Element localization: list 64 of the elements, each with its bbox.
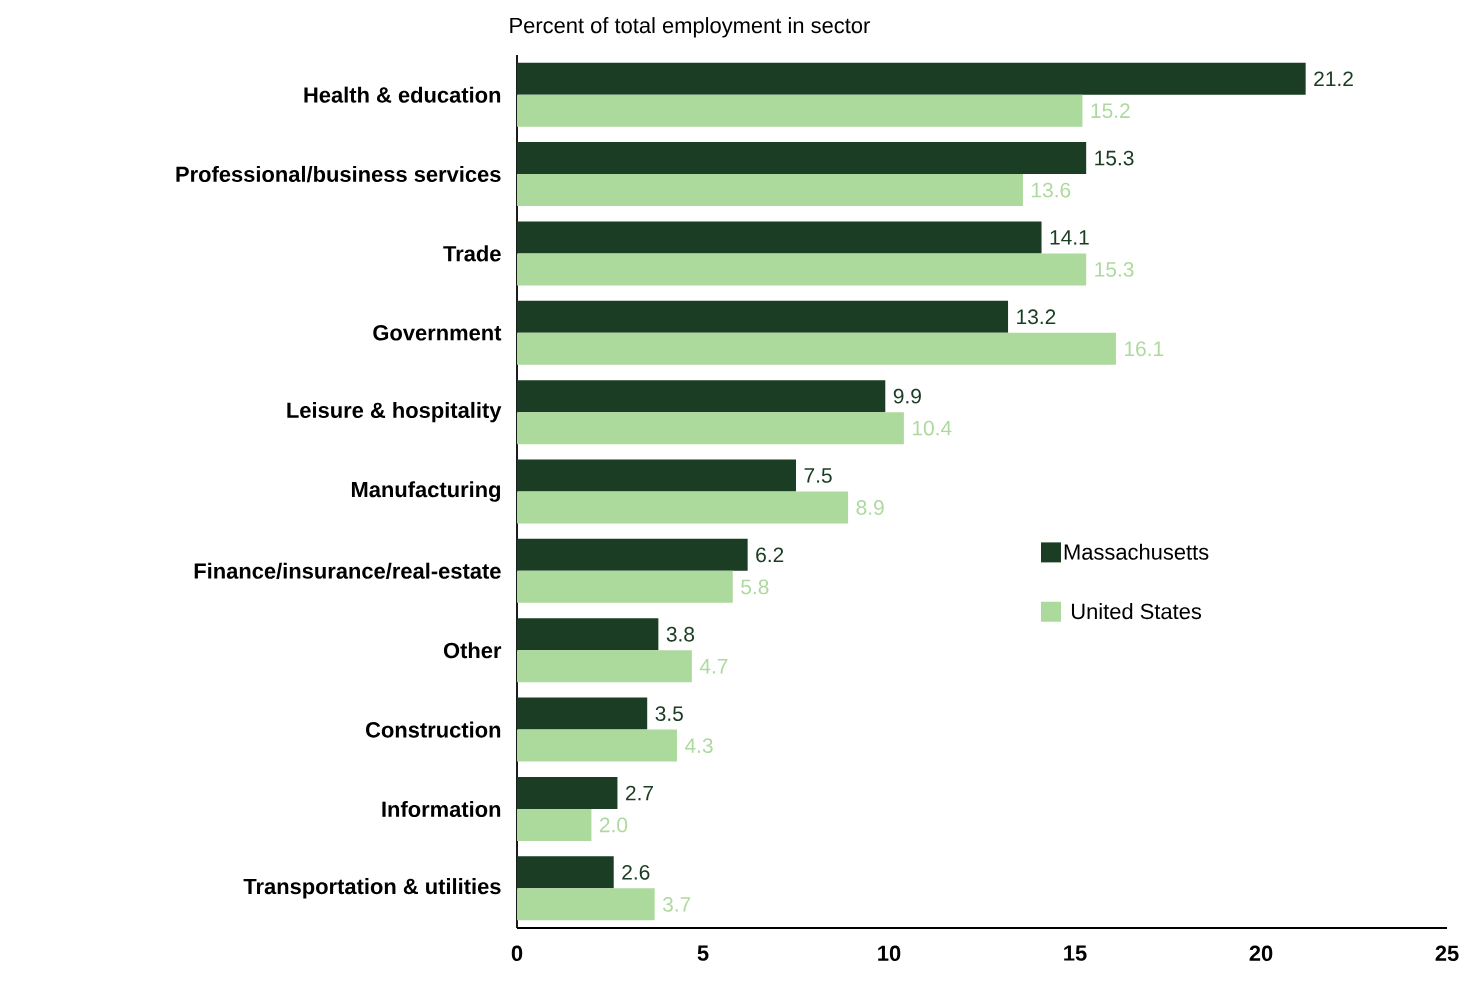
data-label: 8.9 — [856, 500, 884, 515]
data-label: 14.1 — [1050, 230, 1089, 245]
y-tick-label: Government — [373, 325, 502, 341]
bar — [517, 570, 733, 603]
data-label: 3.8 — [666, 626, 695, 642]
bar — [517, 618, 659, 651]
data-label: 13.2 — [1017, 309, 1056, 325]
data-label: 15.3 — [1095, 262, 1134, 277]
data-label: 9.9 — [893, 388, 921, 404]
chart-title: Percent of total employment in sector — [510, 17, 870, 38]
data-label: 5.8 — [741, 579, 769, 595]
data-label: 2.6 — [622, 864, 650, 880]
x-tick-label: 5 — [697, 945, 709, 961]
data-label: 6.2 — [756, 547, 784, 563]
bar — [517, 650, 692, 683]
data-label: 3.7 — [662, 896, 691, 912]
bar — [517, 697, 648, 730]
x-tick-label: 20 — [1249, 945, 1273, 962]
data-label: 21.2 — [1314, 71, 1353, 86]
data-label: 4.3 — [684, 738, 713, 754]
bar — [517, 142, 1087, 175]
y-tick-label: Information — [382, 800, 501, 818]
bar — [517, 729, 677, 762]
bar — [517, 412, 904, 445]
bar — [517, 538, 748, 571]
data-label: 2.7 — [626, 785, 653, 801]
y-tick-label: Construction — [366, 721, 501, 738]
bar — [517, 62, 1306, 95]
bar — [517, 300, 1009, 333]
data-label: 16.1 — [1125, 341, 1164, 357]
data-label: 2.0 — [599, 817, 628, 833]
legend-label: Massachusetts — [1064, 543, 1209, 560]
data-label: 15.2 — [1091, 103, 1130, 119]
legend-label: United States — [1071, 603, 1202, 620]
y-tick-label: Manufacturing — [351, 481, 501, 502]
y-tick-label: Transportation & utilities — [243, 878, 501, 899]
y-tick-label: Leisure & hospitality — [287, 401, 502, 423]
y-tick-label: Professional/business services — [176, 165, 501, 183]
x-tick-label: 10 — [878, 945, 901, 962]
bar — [517, 380, 886, 413]
bar — [517, 776, 618, 809]
y-tick-label: Other — [443, 642, 502, 659]
bar — [517, 221, 1042, 254]
data-label: 3.5 — [655, 706, 683, 722]
data-label: 15.3 — [1095, 150, 1134, 166]
y-tick-label: Finance/insurance/real-estate — [194, 562, 501, 580]
data-label: 10.4 — [913, 420, 952, 436]
bar — [517, 491, 849, 524]
bar — [517, 459, 797, 492]
bar — [517, 332, 1116, 365]
data-label: 13.6 — [1032, 182, 1071, 198]
bar — [517, 856, 614, 889]
y-tick-label: Health & education — [304, 86, 501, 103]
bar — [517, 253, 1087, 286]
data-label: 7.5 — [804, 468, 832, 483]
x-tick-label: 25 — [1435, 945, 1459, 962]
x-tick-label: 15 — [1064, 945, 1087, 961]
bar — [517, 174, 1023, 207]
x-tick-label: 0 — [511, 945, 523, 962]
bar — [517, 94, 1083, 127]
bar — [517, 888, 655, 921]
y-tick-label: Trade — [443, 245, 501, 262]
data-label: 4.7 — [699, 659, 728, 674]
bar — [517, 808, 592, 841]
